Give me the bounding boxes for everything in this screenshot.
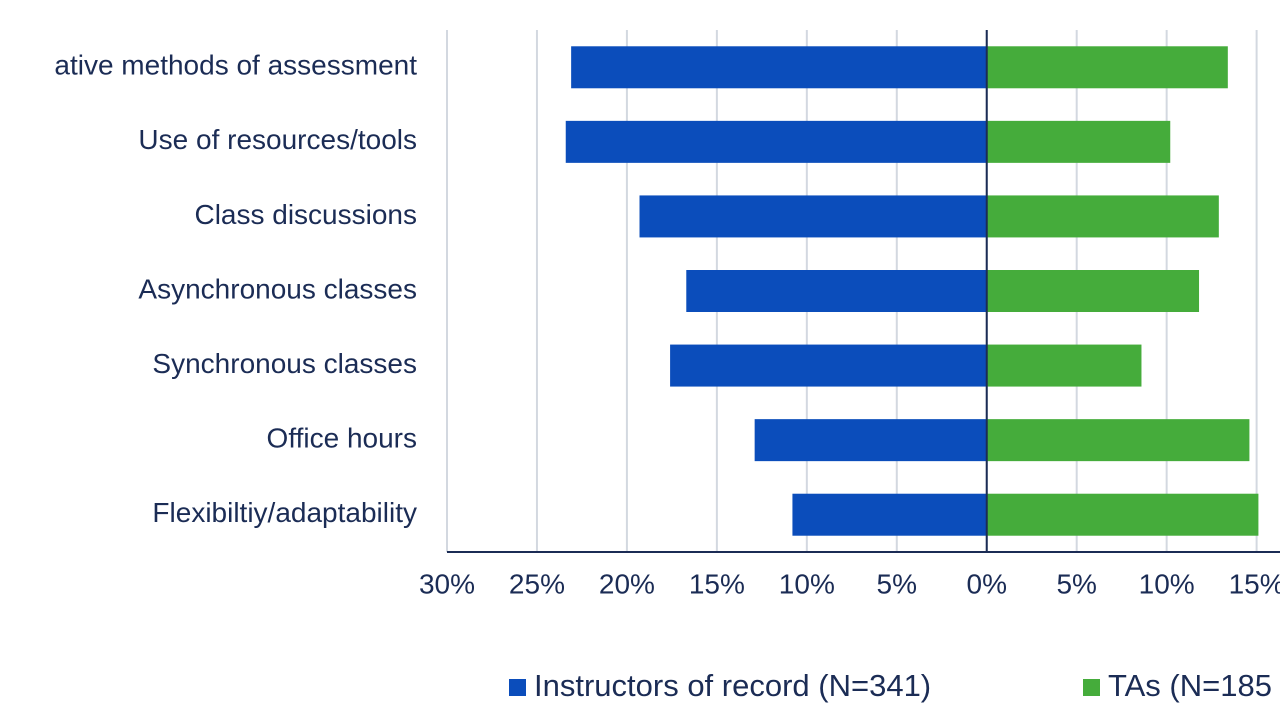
bar (639, 195, 987, 238)
y-tick-label: Use of resources/tools (138, 124, 417, 155)
bar (986, 493, 1259, 536)
x-tick-label: 0% (967, 568, 1007, 599)
bar (686, 270, 987, 312)
bar (986, 344, 1142, 387)
bar (792, 493, 987, 536)
y-tick-label: Flexibiltiy/adaptability (152, 497, 417, 528)
bar (986, 120, 1171, 163)
bar (565, 120, 987, 163)
y-tick-label: Synchronous classes (152, 348, 417, 379)
legend-label: Instructors of record (N=341) (534, 668, 931, 703)
x-tick-label: 30% (419, 568, 475, 599)
x-tick-label: 25% (509, 568, 565, 599)
bar (754, 419, 987, 462)
x-tick-label: 10% (1139, 568, 1195, 599)
bar (986, 195, 1219, 238)
x-tick-label: 10% (779, 568, 835, 599)
bar (571, 46, 987, 89)
y-tick-label: ative methods of assessment (54, 50, 417, 81)
bar (986, 270, 1200, 312)
y-tick-label: Class discussions (194, 199, 417, 230)
bar (670, 344, 987, 387)
legend-swatch (509, 679, 526, 696)
y-tick-label: Office hours (267, 423, 417, 454)
x-tick-label: 20% (599, 568, 655, 599)
y-tick-label: Asynchronous classes (138, 273, 417, 304)
bar (986, 419, 1250, 462)
legend-swatch (1083, 679, 1100, 696)
legend-label: TAs (N=185 (1108, 668, 1272, 703)
x-tick-label: 5% (1056, 568, 1096, 599)
x-tick-label: 15% (1229, 568, 1280, 599)
x-tick-label: 15% (689, 568, 745, 599)
bar (986, 46, 1228, 89)
x-tick-label: 5% (877, 568, 917, 599)
